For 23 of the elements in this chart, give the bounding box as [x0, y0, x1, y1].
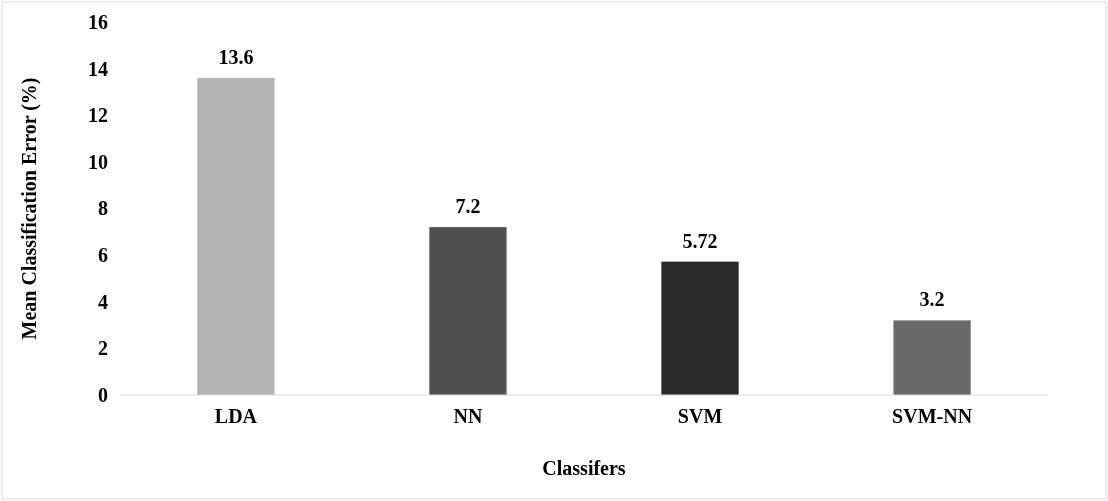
y-tick-label: 12	[88, 104, 108, 127]
data-label: 3.2	[919, 288, 945, 311]
x-tick-label: NN	[453, 405, 483, 428]
data-label: 7.2	[455, 195, 481, 218]
y-tick-label: 14	[88, 57, 108, 80]
y-tick-label: 2	[98, 337, 108, 360]
bar	[429, 227, 507, 395]
y-axis-title: Mean Classification Error (%)	[18, 77, 41, 340]
bar	[893, 320, 971, 395]
data-label: 5.72	[682, 229, 718, 252]
y-tick-label: 4	[98, 290, 108, 313]
bar	[661, 261, 739, 395]
x-tick-label: SVM	[677, 405, 723, 428]
x-tick-label: LDA	[214, 405, 258, 428]
x-axis-title: Classifers	[542, 457, 626, 479]
y-tick-label: 0	[98, 383, 108, 406]
bar	[197, 77, 275, 395]
x-tick-label: SVM-NN	[892, 405, 973, 428]
y-tick-label: 8	[98, 197, 108, 220]
data-label: 13.6	[218, 45, 254, 68]
y-tick-label: 10	[88, 150, 108, 173]
y-tick-label: 6	[98, 244, 108, 267]
y-tick-label: 16	[88, 10, 108, 33]
